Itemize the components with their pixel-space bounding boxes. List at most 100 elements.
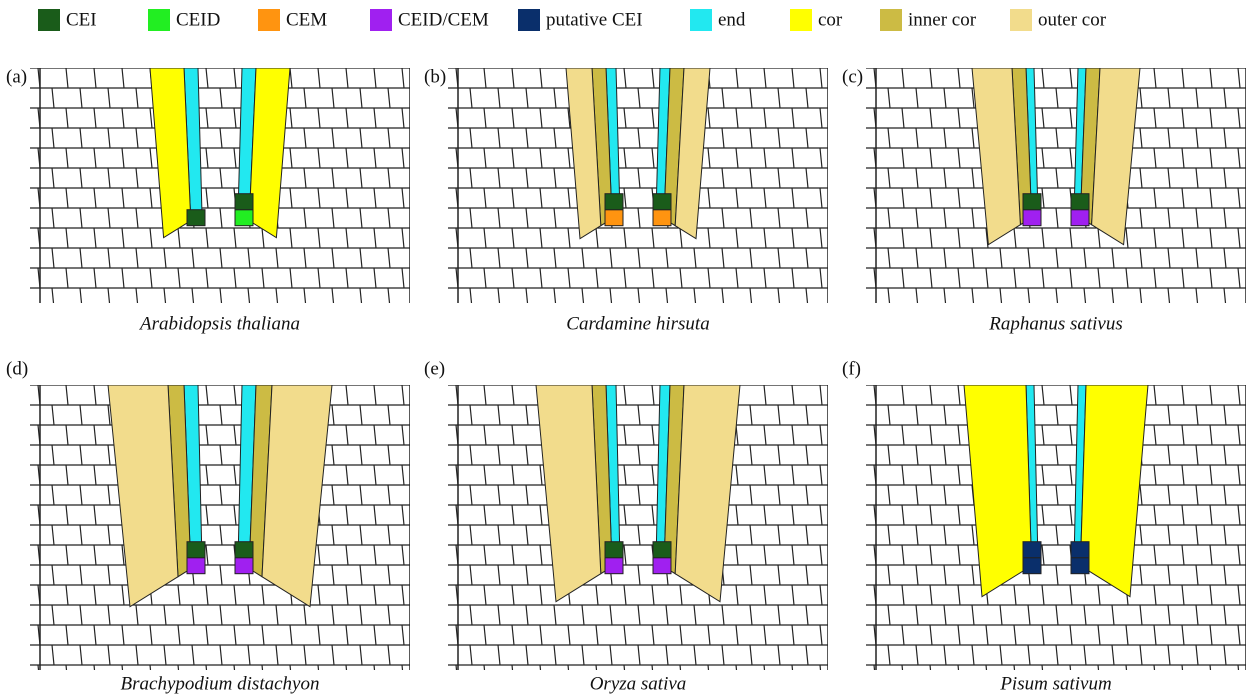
- cell-wall: [220, 128, 222, 148]
- cell-wall: [638, 485, 640, 505]
- cell-wall: [402, 585, 404, 605]
- cell-wall: [958, 385, 960, 405]
- cell-wall: [736, 188, 738, 208]
- cell-wall: [136, 208, 138, 228]
- cell-wall: [1070, 68, 1072, 88]
- cell-wall: [806, 288, 808, 308]
- cell-wall: [1224, 128, 1226, 148]
- cell-wall: [1210, 625, 1212, 645]
- cell-wall: [888, 288, 890, 308]
- cell-wall: [234, 465, 236, 485]
- cell-wall: [136, 288, 138, 308]
- stem-cell: [1023, 542, 1041, 558]
- cell-wall: [764, 108, 766, 128]
- cell-wall: [346, 188, 348, 208]
- cell-wall: [1112, 645, 1114, 665]
- cell-wall: [1098, 228, 1100, 248]
- cell-wall: [1140, 485, 1142, 505]
- cell-wall: [24, 288, 26, 308]
- tissue-band: [675, 385, 740, 602]
- cell-wall: [360, 565, 362, 585]
- cell-wall: [1196, 525, 1198, 545]
- cell-wall: [304, 208, 306, 228]
- cell-wall: [66, 385, 68, 405]
- cell-wall: [820, 148, 822, 168]
- cell-wall: [206, 505, 208, 525]
- cell-wall: [986, 268, 988, 288]
- tissue-band: [150, 68, 191, 238]
- cell-wall: [624, 108, 626, 128]
- cell-wall: [1252, 485, 1254, 505]
- cell-wall: [360, 168, 362, 188]
- legend-swatch: [370, 9, 392, 31]
- cell-wall: [428, 268, 430, 288]
- cell-wall: [596, 228, 598, 248]
- cell-wall: [930, 68, 932, 88]
- cell-wall: [10, 505, 12, 525]
- stem-cell: [187, 542, 205, 558]
- cell-wall: [346, 585, 348, 605]
- cell-wall: [1210, 68, 1212, 88]
- cell-wall: [1182, 425, 1184, 445]
- cell-wall: [1238, 188, 1240, 208]
- cell-wall: [234, 268, 236, 288]
- illustration: [428, 385, 848, 685]
- cell-wall: [958, 188, 960, 208]
- cell-wall: [332, 88, 334, 108]
- cell-wall: [610, 645, 612, 665]
- cell-wall: [764, 228, 766, 248]
- cell-wall: [610, 248, 612, 268]
- cell-wall: [24, 208, 26, 228]
- cell-wall: [332, 168, 334, 188]
- cell-wall: [1056, 445, 1058, 465]
- cell-wall: [332, 128, 334, 148]
- cell-wall: [1210, 665, 1212, 685]
- cell-wall: [944, 208, 946, 228]
- cell-wall: [1238, 68, 1240, 88]
- cell-wall: [442, 208, 444, 228]
- cell-wall: [108, 248, 110, 268]
- cell-wall: [470, 645, 472, 665]
- cell-wall: [10, 425, 12, 445]
- cell-wall: [428, 665, 430, 685]
- stem-cell: [653, 210, 671, 226]
- cell-wall: [498, 168, 500, 188]
- cell-wall: [470, 525, 472, 545]
- cell-wall: [902, 108, 904, 128]
- cell-wall: [860, 565, 862, 585]
- cell-wall: [442, 645, 444, 665]
- cell-wall: [52, 445, 54, 465]
- cell-wall: [1182, 465, 1184, 485]
- cell-wall: [1210, 148, 1212, 168]
- cell-wall: [1056, 605, 1058, 625]
- cell-wall: [1070, 625, 1072, 645]
- illustration: [846, 385, 1258, 685]
- cell-wall: [1238, 148, 1240, 168]
- cell-wall: [150, 108, 152, 128]
- cell-wall: [220, 645, 222, 665]
- cell-wall: [402, 148, 404, 168]
- cell-wall: [1098, 268, 1100, 288]
- stem-cell: [235, 210, 253, 226]
- cell-wall: [834, 445, 836, 465]
- cell-wall: [428, 148, 430, 168]
- cell-wall: [1154, 385, 1156, 405]
- cell-wall: [888, 168, 890, 188]
- cell-wall: [178, 228, 180, 248]
- cell-wall: [248, 288, 250, 308]
- cell-wall: [1014, 625, 1016, 645]
- cell-wall: [470, 208, 472, 228]
- cell-wall: [512, 385, 514, 405]
- cell-wall: [888, 525, 890, 545]
- cell-wall: [750, 128, 752, 148]
- cell-wall: [276, 605, 278, 625]
- cell-wall: [736, 228, 738, 248]
- cell-wall: [708, 148, 710, 168]
- cell-wall: [122, 228, 124, 248]
- cell-wall: [136, 248, 138, 268]
- cell-wall: [1224, 405, 1226, 425]
- cell-wall: [220, 88, 222, 108]
- cell-wall: [972, 645, 974, 665]
- cell-wall: [736, 268, 738, 288]
- cell-wall: [930, 505, 932, 525]
